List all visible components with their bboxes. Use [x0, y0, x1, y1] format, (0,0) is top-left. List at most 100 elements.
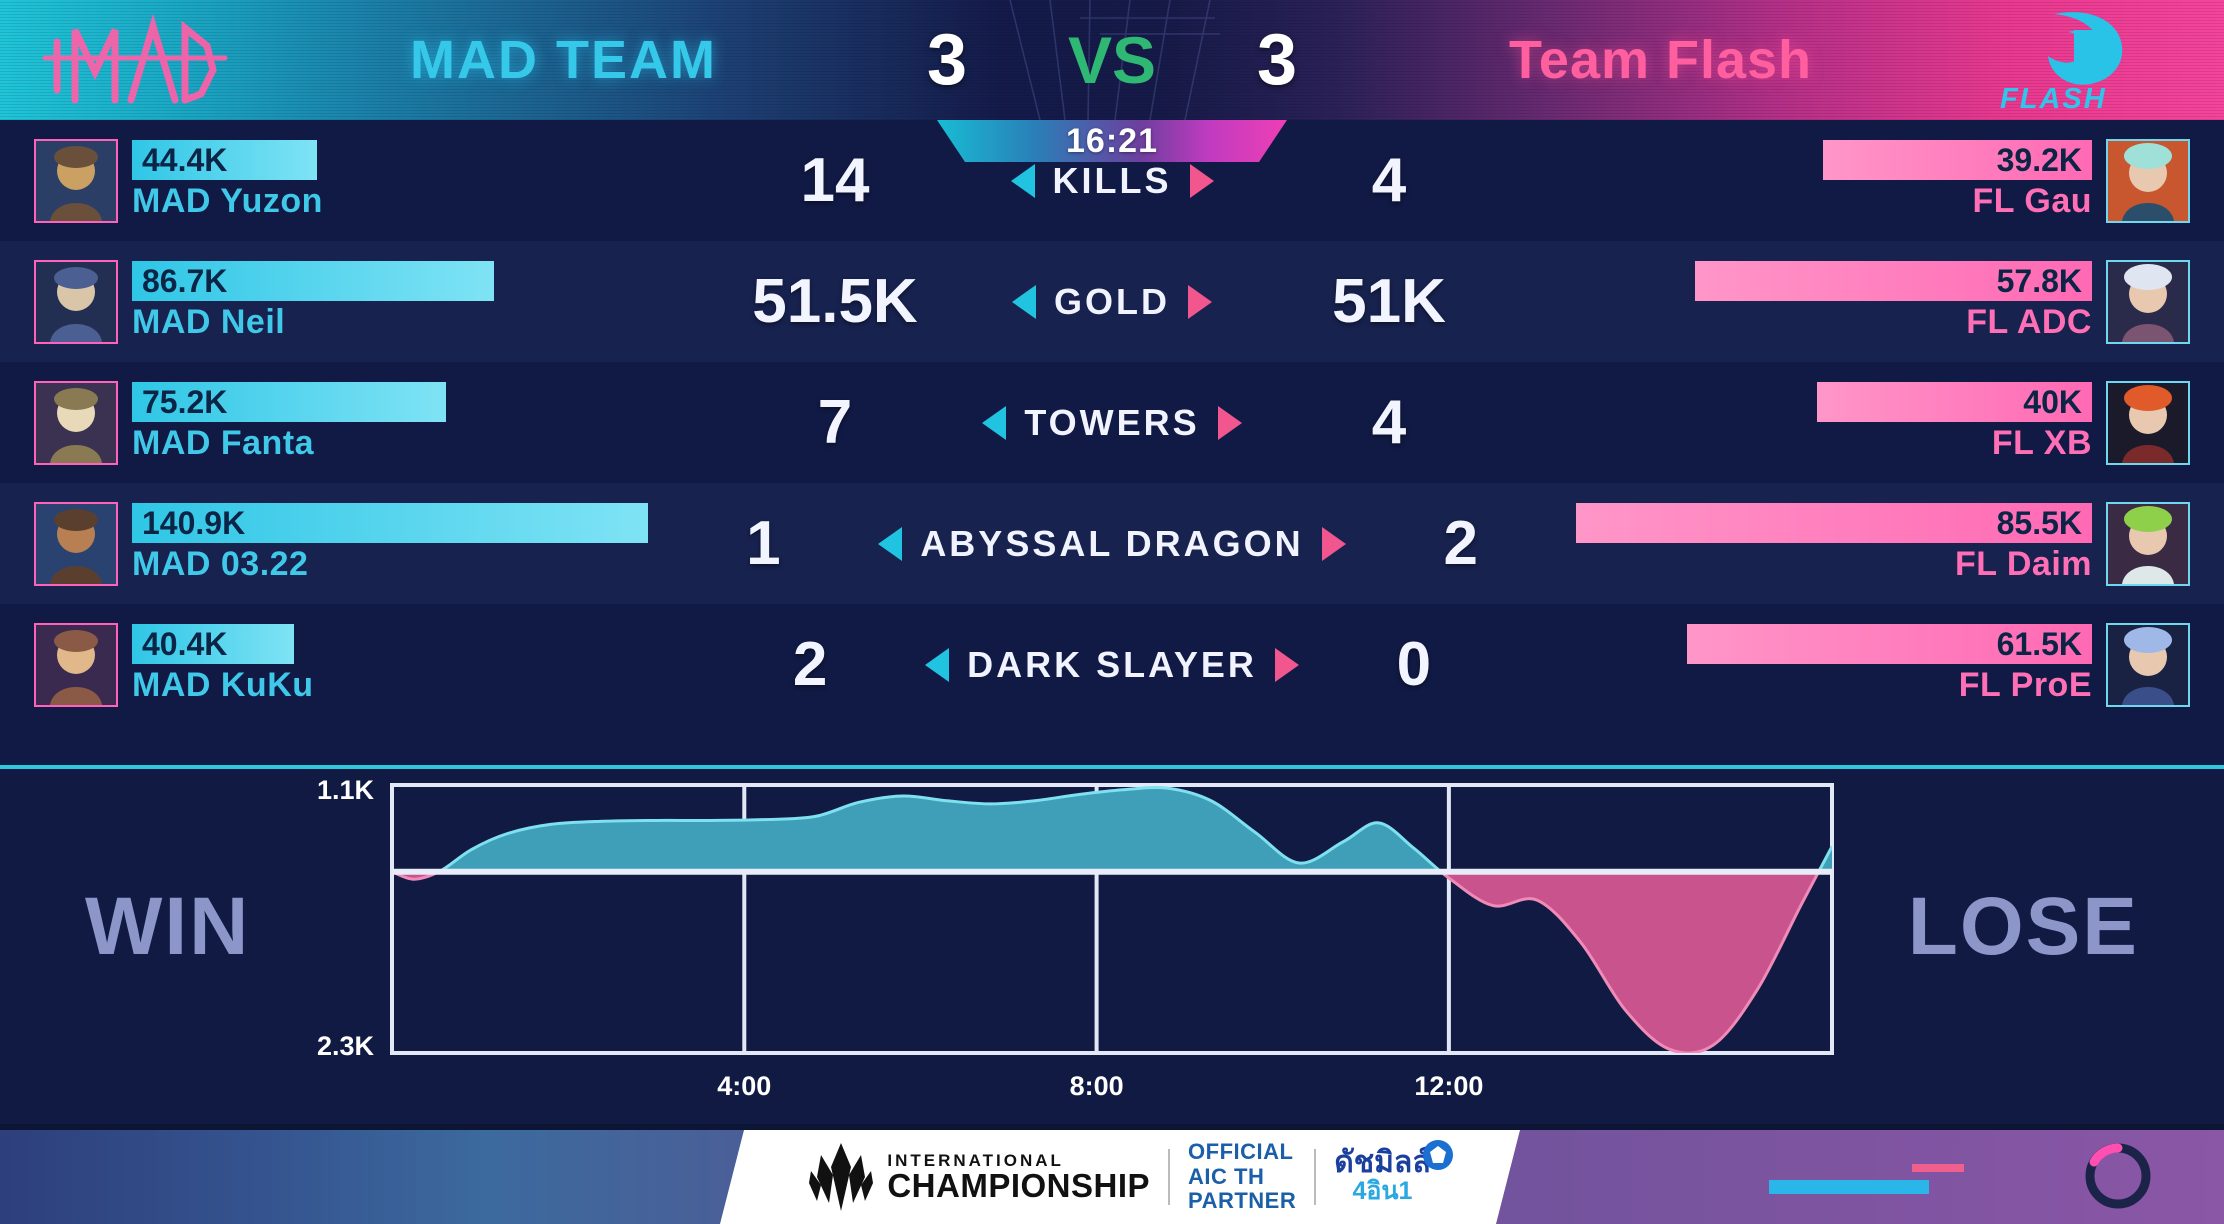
damage-bar-fill: 44.4K — [132, 140, 318, 180]
right-arrow-icon — [1188, 284, 1212, 319]
damage-bar-fill: 40.4K — [132, 624, 294, 664]
right-arrow-icon — [1321, 526, 1346, 561]
scoreboard-body: 44.4K MAD Yuzon 14 KILLS 4 — [0, 120, 2224, 765]
stat-label: TOWERS — [1024, 401, 1200, 443]
damage-value: 44.4K — [142, 141, 228, 178]
right-player: 85.5K FL Daim — [1575, 483, 2224, 604]
official-line1: OFFICIAL — [1188, 1139, 1294, 1165]
damage-value: 57.8K — [1996, 262, 2082, 299]
center-stat: 1 ABYSSAL DRAGON 2 — [648, 483, 1575, 604]
left-stat-value: 14 — [800, 146, 870, 215]
left-player-info: 40.4K MAD KuKu — [132, 624, 695, 705]
damage-bar-fill: 57.8K — [1694, 261, 2092, 301]
stat-label: DARK SLAYER — [967, 643, 1257, 685]
championship-logo-group: INTERNATIONAL CHAMPIONSHIP — [791, 1141, 1168, 1213]
left-player: 140.9K MAD 03.22 — [0, 483, 649, 604]
damage-value: 140.9K — [142, 504, 246, 541]
progress-ring-icon[interactable] — [2082, 1140, 2154, 1212]
player-avatar — [2106, 138, 2190, 223]
stat-label-group: DARK SLAYER — [925, 644, 1299, 686]
damage-bar-track: 39.2K — [1504, 140, 2092, 180]
sponsor-subtitle: 4อิน1 — [1352, 1177, 1413, 1206]
damage-bar-track: 86.7K — [132, 261, 720, 301]
championship-line1: INTERNATIONAL — [887, 1151, 1064, 1170]
right-player-info: 85.5K FL Daim — [1575, 503, 2092, 584]
stat-row: 40.4K MAD KuKu 2 DARK SLAYER 0 — [0, 604, 2224, 725]
damage-bar-fill: 86.7K — [132, 261, 494, 301]
left-player: 44.4K MAD Yuzon — [0, 120, 720, 241]
damage-value: 40K — [2023, 383, 2082, 420]
vs-label: VS — [1067, 23, 1157, 97]
damage-bar-fill: 40K — [1816, 382, 2092, 422]
player-avatar — [2106, 622, 2190, 707]
lose-label: LOSE — [1907, 881, 2139, 972]
stat-row: 75.2K MAD Fanta 7 TOWERS 4 — [0, 362, 2224, 483]
left-stat-value: 7 — [817, 388, 853, 457]
right-stat-value: 4 — [1371, 146, 1407, 215]
right-team-name: Team Flash — [1508, 30, 1813, 90]
left-stat-value: 1 — [746, 509, 781, 578]
stat-label: GOLD — [1054, 280, 1170, 322]
stat-row: 140.9K MAD 03.22 1 ABYSSAL DRAGON 2 — [0, 483, 2224, 604]
pink-indicator-bar — [1912, 1164, 1964, 1172]
player-name: FL Daim — [1954, 545, 2092, 583]
left-arrow-icon — [925, 647, 950, 682]
stat-label-group: TOWERS — [950, 402, 1274, 444]
right-player-info: 39.2K FL Gau — [1504, 140, 2092, 221]
player-name: FL Gau — [1972, 182, 2092, 220]
cyan-indicator-bar[interactable] — [1769, 1180, 1929, 1194]
left-arrow-icon — [878, 526, 903, 561]
player-avatar — [34, 622, 118, 707]
championship-mark-icon — [809, 1143, 874, 1211]
right-stat-value: 51K — [1332, 267, 1446, 336]
team-flash-logo: FLASH — [1954, 0, 2224, 120]
svg-text:1.1K: 1.1K — [317, 775, 375, 805]
player-name: MAD Fanta — [132, 424, 315, 462]
damage-bar-track: 85.5K — [1575, 503, 2092, 543]
damage-value: 75.2K — [142, 383, 228, 420]
championship-line2: CHAMPIONSHIP — [887, 1167, 1151, 1204]
damage-bar-track: 44.4K — [132, 140, 720, 180]
player-name: FL ProE — [1958, 666, 2092, 704]
damage-bar-track: 140.9K — [132, 503, 649, 543]
sponsor-panel: INTERNATIONAL CHAMPIONSHIP OFFICIAL AIC … — [720, 1130, 1520, 1224]
left-player: 86.7K MAD Neil — [0, 241, 720, 362]
match-timer: 16:21 — [937, 120, 1287, 162]
stat-label-group: KILLS — [950, 160, 1274, 202]
damage-bar-fill: 75.2K — [132, 382, 446, 422]
sponsor-divider-2 — [1314, 1149, 1317, 1205]
stat-label: ABYSSAL DRAGON — [920, 522, 1304, 564]
match-header: MAD TEAM 3 VS 3 Team Flash FLASH — [0, 0, 2224, 120]
left-player-info: 140.9K MAD 03.22 — [132, 503, 649, 584]
right-player-info: 61.5K FL ProE — [1529, 624, 2092, 705]
left-stat-value: 51.5K — [752, 267, 918, 336]
player-name: MAD Neil — [132, 303, 286, 341]
right-arrow-icon — [1189, 163, 1214, 198]
player-avatar — [2106, 259, 2190, 344]
center-stat: 14 KILLS 4 — [720, 120, 1504, 241]
damage-bar-fill: 140.9K — [132, 503, 649, 543]
damage-bar-track: 40K — [1504, 382, 2092, 422]
damage-bar-fill: 39.2K — [1822, 140, 2092, 180]
damage-bar-track: 61.5K — [1529, 624, 2092, 664]
player-avatar — [2106, 380, 2190, 465]
player-name: MAD KuKu — [132, 666, 314, 704]
player-avatar — [34, 380, 118, 465]
damage-bar-track: 75.2K — [132, 382, 720, 422]
damage-bar-fill: 85.5K — [1575, 503, 2092, 543]
player-avatar — [34, 138, 118, 223]
right-player: 40K FL XB — [1504, 362, 2224, 483]
svg-text:FLASH: FLASH — [2000, 83, 2107, 112]
left-player-info: 75.2K MAD Fanta — [132, 382, 720, 463]
damage-value: 40.4K — [142, 625, 228, 662]
official-partner-text: OFFICIAL AIC TH PARTNER — [1170, 1139, 1314, 1214]
damage-value: 39.2K — [1996, 141, 2082, 178]
left-player: 75.2K MAD Fanta — [0, 362, 720, 483]
left-arrow-icon — [1012, 284, 1036, 319]
svg-text:4:00: 4:00 — [717, 1071, 771, 1101]
svg-text:8:00: 8:00 — [1070, 1071, 1124, 1101]
stat-label-group: ABYSSAL DRAGON — [878, 522, 1346, 565]
win-label: WIN — [85, 881, 251, 972]
damage-value: 61.5K — [1996, 625, 2082, 662]
gold-diff-chart: 1.1K 2.3K 4:00 8:00 12:00 — [0, 769, 2224, 1124]
